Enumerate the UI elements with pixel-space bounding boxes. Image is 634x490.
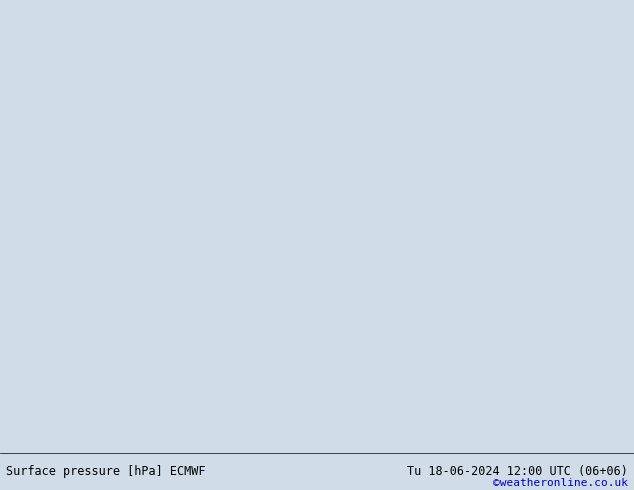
Text: Surface pressure [hPa] ECMWF: Surface pressure [hPa] ECMWF: [6, 465, 206, 478]
Text: Tu 18-06-2024 12:00 UTC (06+06): Tu 18-06-2024 12:00 UTC (06+06): [407, 465, 628, 478]
Text: ©weatheronline.co.uk: ©weatheronline.co.uk: [493, 478, 628, 488]
